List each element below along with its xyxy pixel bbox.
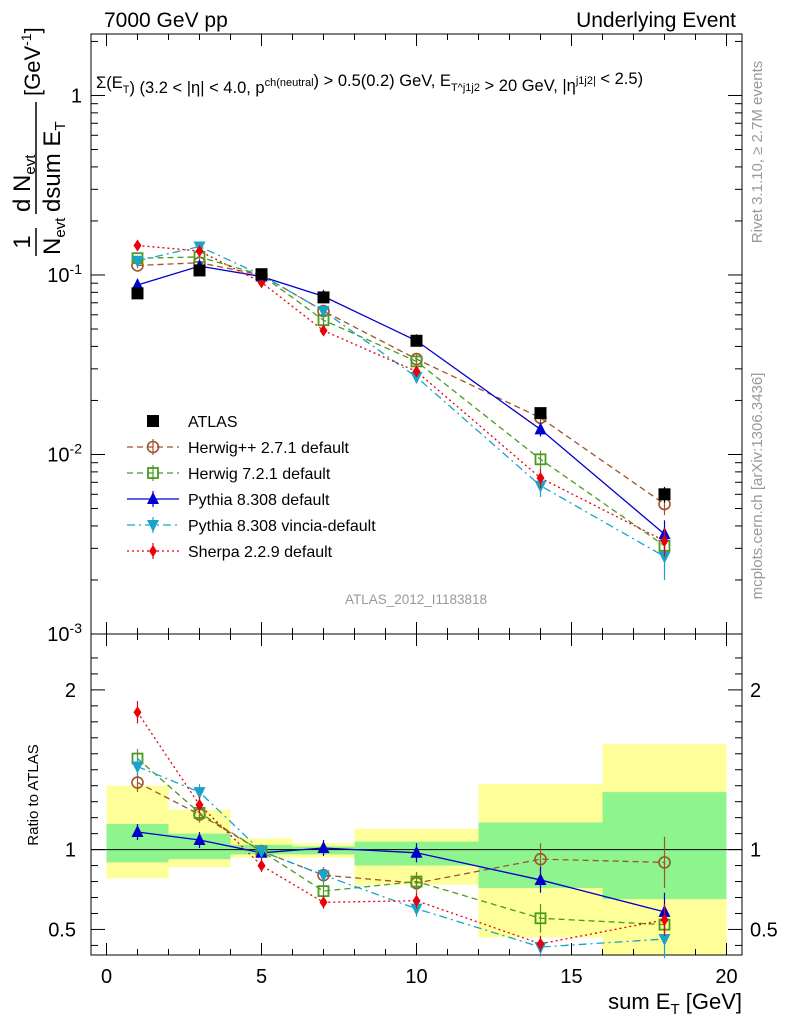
y-label-part: [GeV-1]: [18, 27, 45, 96]
ratio-y-tick-label: 0.5: [48, 919, 76, 941]
main-point-pythia-8-308-vincia-default: [410, 372, 423, 385]
main-point-sherpa-2-2-9-default: [412, 365, 421, 378]
data-marks: [131, 239, 671, 959]
legend-marker: [147, 520, 159, 532]
y-label-part: 1: [9, 235, 36, 248]
legend-marker: [149, 545, 157, 557]
main-point-sherpa-2-2-9-default: [133, 239, 142, 252]
ratio-point-pythia-8-308-vincia-default: [255, 846, 268, 859]
ratio-point-pythia-8-308-vincia-default: [317, 870, 330, 883]
ratio-point-pythia-8-308-default: [534, 872, 547, 885]
ratio-y-axis-label: Ratio to ATLAS: [25, 744, 42, 845]
main-point-atlas: [534, 407, 547, 420]
main-point-sherpa-2-2-9-default: [536, 471, 545, 484]
y-label-part: Nevt: [39, 217, 69, 255]
main-point-atlas: [658, 488, 671, 501]
ratio-point-pythia-8-308-vincia-default: [193, 787, 206, 800]
y-tick-label: 1: [71, 85, 82, 107]
y-tick-label: 10-1: [47, 261, 82, 287]
legend-marker: [147, 415, 159, 427]
ratio-point-pythia-8-308-vincia-default: [658, 934, 671, 947]
header-left-label: 7000 GeV pp: [104, 9, 228, 32]
legend-marker: [147, 492, 159, 504]
ratio-point-pythia-8-308-vincia-default: [410, 903, 423, 916]
ratio-y-tick-label: 2: [750, 680, 761, 702]
ratio-point-herwig-7-2-1-default: [410, 875, 423, 888]
ratio-y-tick-label: 2: [65, 680, 76, 702]
analysis-watermark: ATLAS_2012_I1183818: [345, 592, 487, 607]
main-point-pythia-8-308-vincia-default: [658, 551, 671, 564]
ratio-point-sherpa-2-2-9-default: [536, 937, 545, 950]
mcplots-label: mcplots.cern.ch [arXiv:1306.3436]: [749, 373, 766, 600]
y-label-part: dsum ET: [39, 121, 69, 212]
legend-label: Herwig 7.2.1 default: [188, 466, 331, 483]
main-point-atlas: [193, 264, 206, 277]
ratio-point-sherpa-2-2-9-default: [412, 894, 421, 907]
ratio-point-pythia-8-308-default: [410, 845, 423, 858]
ratio-point-pythia-8-308-vincia-default: [131, 761, 144, 774]
ratio-point-sherpa-2-2-9-default: [195, 798, 204, 811]
main-point-pythia-8-308-default: [131, 277, 144, 290]
main-point-pythia-8-308-vincia-default: [317, 305, 330, 318]
main-point-atlas: [255, 268, 268, 281]
x-tick-label: 5: [256, 966, 267, 988]
x-tick-label: 20: [715, 966, 737, 988]
legend-marker: [146, 440, 160, 454]
legend-label: ATLAS: [188, 414, 238, 431]
axes: 0 5 10 15 20 10-3 10-2 10-1 1 0.5 0.5 1 1 2 2: [47, 33, 778, 988]
rivet-label: Rivet 3.1.10, ≥ 2.7M events: [749, 61, 766, 244]
ratio-point-pythia-8-308-default: [193, 833, 206, 846]
ratio-point-sherpa-2-2-9-default: [133, 706, 142, 719]
chart-title: Σ(ET) (3.2 < |η| < 4.0, pch(neutral) > 0…: [96, 70, 643, 97]
main-point-pythia-8-308-vincia-default: [131, 255, 144, 268]
ratio-point-sherpa-2-2-9-default: [257, 859, 266, 872]
legend-marker: [147, 467, 159, 479]
ratio-point-pythia-8-308-default: [317, 841, 330, 853]
main-point-herwig-7-2-1-default: [534, 453, 547, 466]
y-tick-label: 10-3: [47, 620, 82, 646]
main-point-sherpa-2-2-9-default: [660, 534, 669, 547]
main-point-atlas: [410, 334, 423, 347]
y-label-part: d Nevt: [9, 154, 39, 212]
main-point-sherpa-2-2-9-default: [195, 245, 204, 258]
ratio-y-tick-label: 1: [750, 840, 761, 862]
legend-label: Pythia 8.308 default: [188, 492, 330, 509]
legend: ATLAS Herwig++ 2.7.1 default Herwig 7.2.1 …: [127, 414, 376, 561]
ratio-point-sherpa-2-2-9-default: [660, 913, 669, 926]
ratio-y-tick-label: 1: [65, 840, 76, 862]
ratio-point-herwig-2-7-1-default: [131, 776, 144, 789]
ratio-point-pythia-8-308-default: [131, 825, 144, 838]
x-axis-label: sum ET [GeV]: [608, 989, 742, 1018]
main-point-pythia-8-308-default: [534, 422, 547, 435]
main-line-pythia-8-308-vincia-default: [137, 245, 665, 558]
ratio-point-herwig-2-7-1-default: [658, 856, 671, 869]
main-point-atlas: [131, 287, 144, 300]
main-point-atlas: [317, 291, 330, 304]
x-tick-label: 10: [405, 966, 427, 988]
main-point-sherpa-2-2-9-default: [319, 324, 328, 337]
ratio-point-herwig-7-2-1-default: [534, 912, 547, 925]
legend-label: Sherpa 2.2.9 default: [188, 544, 333, 561]
header-right-label: Underlying Event: [576, 9, 736, 32]
ratio-y-tick-label: 0.5: [750, 919, 778, 941]
legend-label: Pythia 8.308 vincia-default: [188, 518, 376, 535]
y-tick-label: 10-2: [47, 440, 82, 466]
legend-label: Herwig++ 2.7.1 default: [188, 440, 350, 457]
x-tick-label: 15: [560, 966, 582, 988]
ratio-point-sherpa-2-2-9-default: [319, 896, 328, 909]
x-tick-label: 0: [101, 966, 112, 988]
ratio-point-herwig-2-7-1-default: [534, 852, 547, 866]
x-label-text: sum ET [GeV]: [608, 989, 742, 1018]
